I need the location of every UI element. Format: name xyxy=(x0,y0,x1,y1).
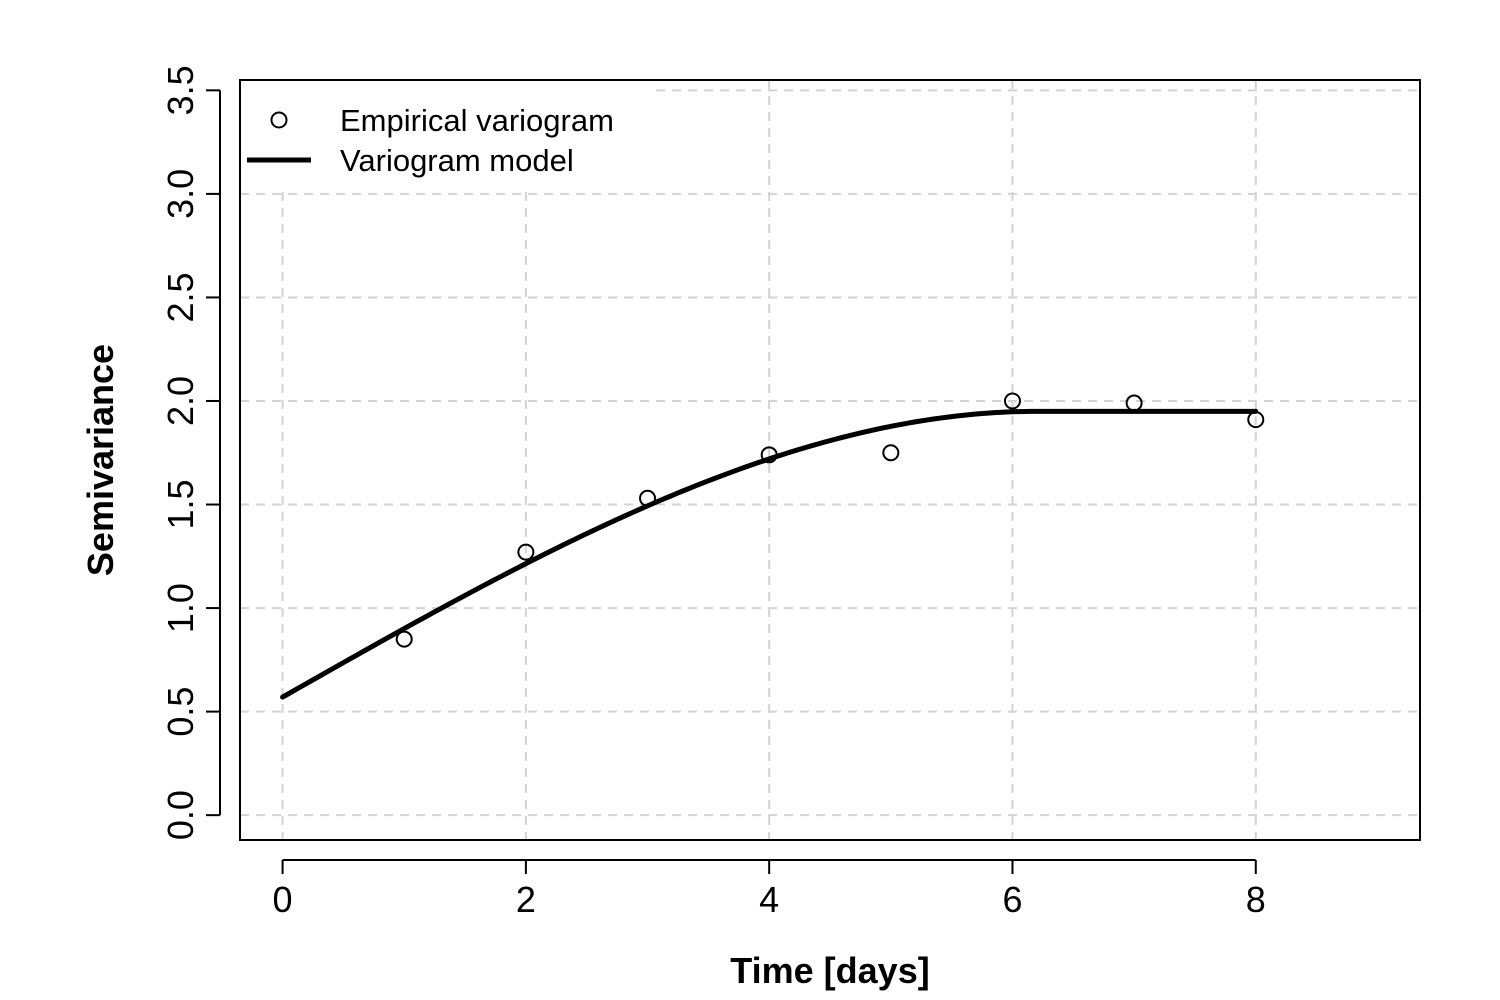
y-tick-label-4: 2.0 xyxy=(160,376,201,426)
empirical-point-0 xyxy=(395,630,413,648)
points-layer xyxy=(395,392,1265,648)
legend-background xyxy=(241,81,649,189)
x-tick-label-0: 0 xyxy=(273,879,293,920)
plot-frame xyxy=(239,79,1421,841)
empirical-point-6 xyxy=(1125,394,1143,412)
variogram-model-line xyxy=(280,408,1259,700)
x-tick-label-4: 8 xyxy=(1246,879,1266,920)
empirical-point-5 xyxy=(1003,392,1021,410)
legend-label-model: Variogram model xyxy=(340,143,574,178)
x-tick-label-3: 6 xyxy=(1002,879,1022,920)
y-tick-label-3: 1.5 xyxy=(160,479,201,529)
empirical-point-2 xyxy=(639,489,657,507)
empirical-point-7 xyxy=(1247,411,1265,429)
y-tick-label-0: 0.0 xyxy=(160,790,201,840)
legend-label-empirical: Empirical variogram xyxy=(340,103,614,138)
axes: 0 2 4 6 8 0.0 0.5 1.0 1.5 2.0 2.5 3.0 3.5 xyxy=(160,65,1421,920)
legend-box xyxy=(241,81,649,189)
y-axis-title: Semivariance xyxy=(80,344,121,576)
empirical-point-1 xyxy=(517,543,535,561)
model-line-layer xyxy=(280,408,1259,700)
empirical-point-3 xyxy=(760,446,778,464)
grid-lines xyxy=(240,80,1420,840)
y-tick-label-5: 2.5 xyxy=(160,272,201,322)
legend xyxy=(247,111,311,163)
empirical-point-4 xyxy=(882,444,900,462)
y-tick-label-6: 3.0 xyxy=(160,169,201,219)
y-tick-label-1: 0.5 xyxy=(160,687,201,737)
y-tick-label-2: 1.0 xyxy=(160,583,201,633)
x-tick-label-2: 4 xyxy=(759,879,779,920)
x-tick-label-1: 2 xyxy=(516,879,536,920)
x-axis-title: Time [days] xyxy=(730,950,929,991)
legend-marker-circle xyxy=(270,111,288,129)
y-tick-label-7: 3.5 xyxy=(160,65,201,115)
